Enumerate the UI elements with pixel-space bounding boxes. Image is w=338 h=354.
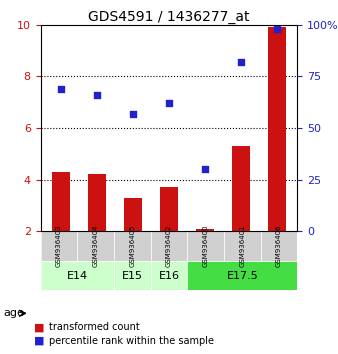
Bar — [124, 198, 142, 231]
Text: GSM936402: GSM936402 — [166, 225, 172, 267]
Bar — [52, 172, 70, 231]
FancyBboxPatch shape — [41, 231, 77, 261]
Point — [94, 92, 100, 98]
Text: GSM936405: GSM936405 — [129, 225, 135, 267]
Text: transformed count: transformed count — [49, 322, 140, 332]
Text: E15: E15 — [122, 270, 143, 280]
Point — [130, 111, 136, 116]
Text: GSM936403: GSM936403 — [56, 225, 62, 267]
Text: E17.5: E17.5 — [226, 270, 258, 280]
Point — [202, 166, 208, 172]
FancyBboxPatch shape — [77, 231, 114, 261]
Text: age: age — [3, 308, 24, 318]
FancyBboxPatch shape — [41, 261, 114, 290]
Text: GSM936400: GSM936400 — [203, 225, 209, 267]
FancyBboxPatch shape — [224, 231, 261, 261]
FancyBboxPatch shape — [114, 261, 151, 290]
Bar — [232, 146, 250, 231]
FancyBboxPatch shape — [114, 231, 151, 261]
Bar — [160, 187, 178, 231]
Text: GSM936404: GSM936404 — [93, 225, 99, 267]
Bar — [268, 27, 286, 231]
FancyBboxPatch shape — [187, 231, 224, 261]
Title: GDS4591 / 1436277_at: GDS4591 / 1436277_at — [88, 10, 250, 24]
FancyBboxPatch shape — [151, 231, 187, 261]
FancyBboxPatch shape — [151, 261, 187, 290]
Text: GSM936406: GSM936406 — [276, 225, 282, 267]
FancyBboxPatch shape — [187, 261, 297, 290]
Text: GSM936401: GSM936401 — [239, 225, 245, 267]
Text: ■: ■ — [34, 322, 44, 332]
Point — [274, 26, 280, 32]
FancyBboxPatch shape — [261, 231, 297, 261]
Text: E14: E14 — [67, 270, 88, 280]
Text: E16: E16 — [159, 270, 179, 280]
Text: ■: ■ — [34, 336, 44, 346]
Point — [58, 86, 64, 92]
Bar — [196, 229, 214, 231]
Text: percentile rank within the sample: percentile rank within the sample — [49, 336, 214, 346]
Point — [238, 59, 244, 65]
Point — [166, 101, 172, 106]
Bar — [88, 175, 106, 231]
